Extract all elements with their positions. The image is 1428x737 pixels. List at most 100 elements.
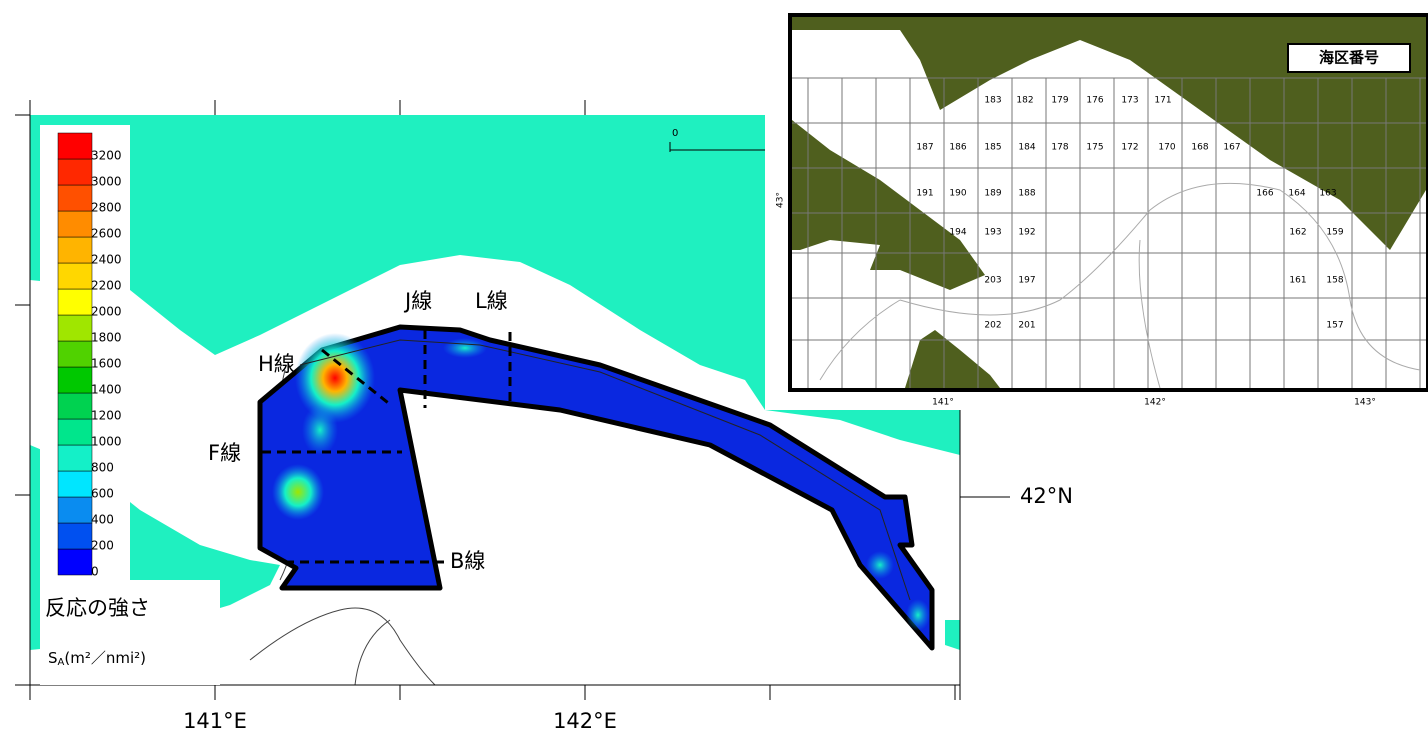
contour <box>819 182 1421 389</box>
legend-swatch <box>57 418 93 446</box>
cell-number: 161 <box>1289 276 1306 286</box>
cell-number: 175 <box>1086 143 1103 153</box>
main-map: 0 42°N 141°E 142°E 0 200 400 600 800 1000 1200… <box>15 100 1073 733</box>
legend-swatch <box>57 340 93 368</box>
land <box>905 330 1000 388</box>
cell-number: 162 <box>1289 228 1306 238</box>
legend-tick-label: 600 <box>91 487 114 501</box>
cell-number: 203 <box>984 276 1001 286</box>
inset-title-box <box>1287 43 1411 73</box>
section-label: H線 <box>258 352 295 376</box>
cell-number: 170 <box>1158 143 1175 153</box>
cell-number: 171 <box>1154 96 1171 106</box>
scale-label: 0 <box>672 128 678 139</box>
legend-swatch <box>57 496 93 524</box>
legend-box <box>40 580 220 685</box>
legend-tick-label: 2200 <box>91 279 122 293</box>
cell-number: 176 <box>1086 96 1103 106</box>
land <box>945 620 960 650</box>
legend-swatch <box>57 288 93 316</box>
cell-number: 183 <box>984 96 1001 106</box>
cell-number: 167 <box>1223 143 1240 153</box>
cell-number: 173 <box>1121 96 1138 106</box>
cell-number: 188 <box>1018 189 1035 199</box>
section-labels: H線 J線 L線 F線 B線 <box>208 289 508 573</box>
legend-tick-label: 800 <box>91 461 114 475</box>
legend-swatch <box>57 444 93 472</box>
cell-number: 191 <box>916 189 933 199</box>
legend-tick-label: 400 <box>91 513 114 527</box>
lon-label: 142°E <box>553 709 617 733</box>
cell-number: 202 <box>984 321 1001 331</box>
legend-swatch <box>57 158 93 186</box>
legend-swatch <box>57 262 93 290</box>
cell-number: 164 <box>1288 189 1305 199</box>
land <box>792 17 1426 250</box>
hotspot <box>272 464 324 520</box>
land <box>765 410 960 455</box>
legend-swatch <box>57 236 93 264</box>
cell-number: 189 <box>984 189 1001 199</box>
cell-number: 184 <box>1018 143 1035 153</box>
inset-lat-label: 43° <box>776 192 786 208</box>
inset-grid <box>792 77 1426 388</box>
cell-number: 178 <box>1051 143 1068 153</box>
section-label: L線 <box>475 289 508 313</box>
legend: 0 200 400 600 800 1000 1200 1400 1600 1800 2000 220… <box>57 132 122 579</box>
legend-swatch <box>57 314 93 342</box>
section-lines <box>262 330 512 564</box>
legend-swatch <box>57 132 93 160</box>
legend-tick-label: 1000 <box>91 435 122 449</box>
legend-swatch <box>57 522 93 550</box>
cell-number: 166 <box>1256 189 1273 199</box>
section-label: B線 <box>450 549 485 573</box>
cell-number: 172 <box>1121 143 1138 153</box>
hotspot <box>906 599 930 631</box>
contour <box>299 339 911 601</box>
hotspot <box>302 405 338 455</box>
legend-tick-label: 200 <box>91 539 114 553</box>
legend-tick-label: 1800 <box>91 331 122 345</box>
cell-number: 182 <box>1016 96 1033 106</box>
inset-map: 海区番号 141° 142° 143° 43° 183 182 179 176 173 1… <box>776 13 1428 408</box>
land <box>792 120 985 290</box>
cell-number: 197 <box>1018 276 1035 286</box>
legend-swatch <box>57 392 93 420</box>
cell-number: 185 <box>984 143 1001 153</box>
legend-tick-label: 2000 <box>91 305 122 319</box>
legend-swatch <box>57 470 93 498</box>
legend-tick-label: 1200 <box>91 409 122 423</box>
legend-swatch <box>57 548 93 576</box>
hotspot <box>866 551 894 579</box>
hotspot <box>295 333 375 423</box>
cell-number: 159 <box>1326 228 1343 238</box>
legend-swatch <box>57 366 93 394</box>
legend-tick-label: 1600 <box>91 357 122 371</box>
hotspot <box>443 338 487 358</box>
cell-number: 193 <box>984 228 1001 238</box>
legend-tick-label: 1400 <box>91 383 122 397</box>
legend-tick-label: 2600 <box>91 227 122 241</box>
cell-number: 187 <box>916 143 933 153</box>
lon-label: 141°E <box>183 709 247 733</box>
lat-label: 42°N <box>1020 484 1073 508</box>
legend-unit: SA(m²／nmi²) <box>48 649 146 669</box>
inset-lon-label: 141° <box>932 398 954 408</box>
cell-number: 201 <box>1018 321 1035 331</box>
legend-tick-label: 2800 <box>91 201 122 215</box>
cell-number: 190 <box>949 189 966 199</box>
section-label: J線 <box>403 289 432 313</box>
cell-number: 168 <box>1191 143 1208 153</box>
cell-number: 194 <box>949 228 966 238</box>
legend-swatch <box>57 210 93 238</box>
cell-number: 179 <box>1051 96 1068 106</box>
cell-number: 158 <box>1326 276 1343 286</box>
inset-lon-label: 143° <box>1354 398 1376 408</box>
legend-tick-label: 0 <box>91 565 99 579</box>
legend-tick-label: 3200 <box>91 149 122 163</box>
legend-swatch <box>57 184 93 212</box>
cell-number: 163 <box>1319 189 1336 199</box>
inset-title: 海区番号 <box>1319 49 1379 67</box>
inset-lon-label: 142° <box>1144 398 1166 408</box>
